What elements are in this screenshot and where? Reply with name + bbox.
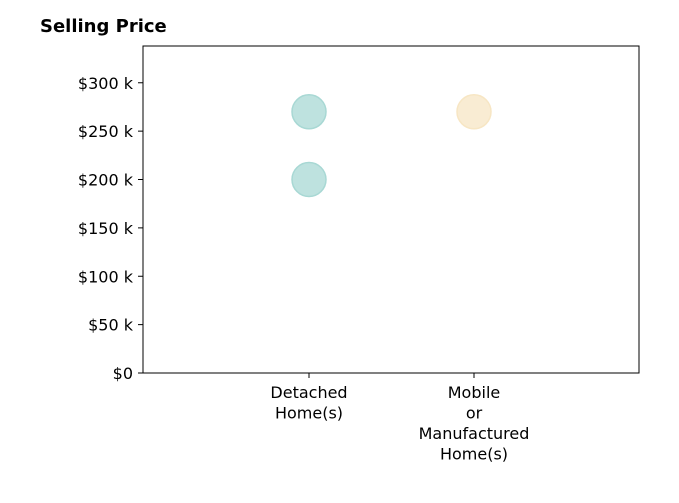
- y-tick-label: $300 k: [78, 74, 134, 93]
- y-tick-label: $150 k: [78, 219, 134, 238]
- y-tick-label: $250 k: [78, 122, 134, 141]
- data-point: [291, 94, 327, 130]
- data-point: [291, 161, 327, 198]
- plot-frame: [142, 45, 640, 374]
- y-tick-label: $200 k: [78, 171, 134, 190]
- x-axis: Detached Home(s) Mobile or Manufactured Home(…: [270, 373, 529, 464]
- y-axis: $0 $50 k $100 k $150 k $200 k $250 k $300 k: [78, 74, 143, 383]
- y-tick-label: $0: [113, 364, 133, 383]
- x-tick-label: Detached Home(s): [270, 383, 347, 423]
- y-tick-label: $100 k: [78, 267, 134, 286]
- x-tick-label: Mobile or Manufactured Home(s): [419, 383, 530, 464]
- y-tick-label: $50 k: [88, 316, 134, 335]
- chart-title: Selling Price: [40, 16, 167, 37]
- data-point: [456, 94, 492, 130]
- data-points: [291, 94, 492, 198]
